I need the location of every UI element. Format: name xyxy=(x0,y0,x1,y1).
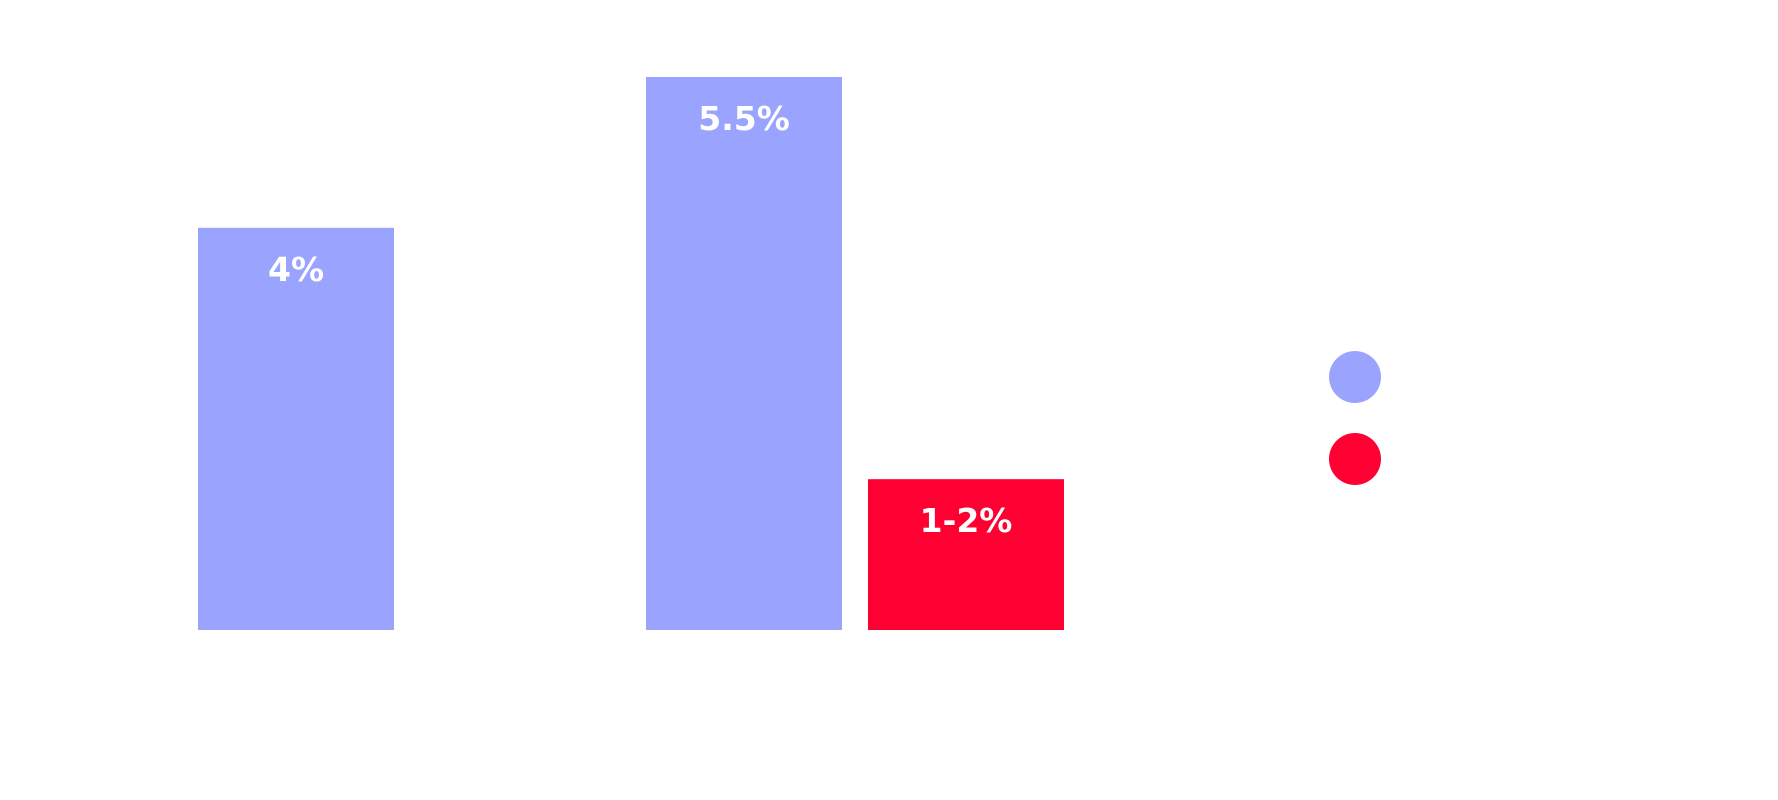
bar-series1-cat2 xyxy=(646,77,842,630)
bars-group: 4% 5.5% 1-2% xyxy=(198,77,1064,630)
legend-marker-series1 xyxy=(1329,351,1381,403)
bar-data-label: 5.5% xyxy=(698,99,790,138)
legend xyxy=(1329,351,1381,485)
bar-data-label: 4% xyxy=(268,250,324,289)
bar-series2-cat2 xyxy=(868,479,1064,630)
bar-series1-cat1 xyxy=(198,227,394,630)
legend-marker-series2 xyxy=(1329,433,1381,485)
bar-data-label: 1-2% xyxy=(920,501,1013,540)
